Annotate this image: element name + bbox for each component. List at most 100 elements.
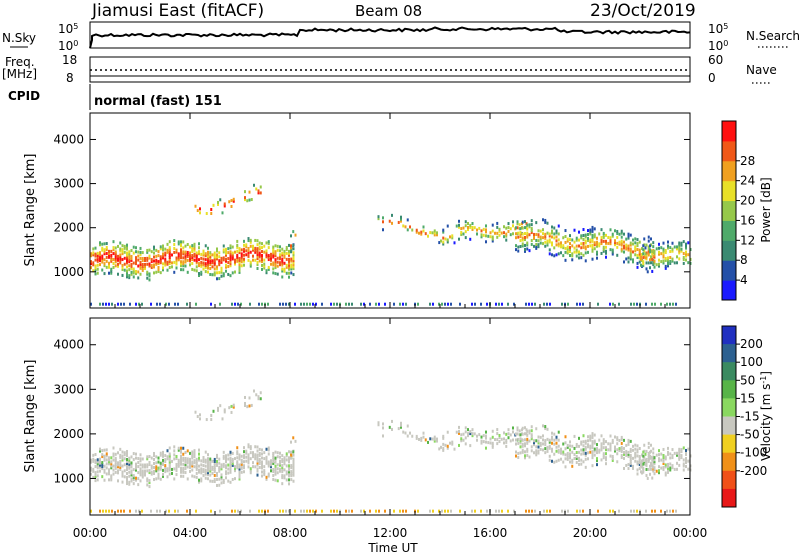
power-cell xyxy=(232,199,235,203)
power-cell xyxy=(409,225,411,229)
power-cell xyxy=(478,226,481,230)
velocity-cell xyxy=(548,438,551,442)
colorbar-tick-label: -15 xyxy=(740,410,760,424)
power-cell xyxy=(175,250,178,254)
power-cell xyxy=(676,247,678,251)
velocity-cell xyxy=(647,445,650,449)
velocity-cell xyxy=(247,461,250,465)
freq-label-line2: [MHz] xyxy=(2,67,37,81)
power-cell xyxy=(247,252,250,256)
power-cell xyxy=(157,265,160,269)
velocity-cell xyxy=(139,473,142,477)
velocity-cell xyxy=(189,465,191,469)
power-cell xyxy=(157,269,160,273)
velocity-cell xyxy=(369,509,371,513)
velocity-cell xyxy=(211,471,214,475)
velocity-cell xyxy=(658,453,660,457)
power-cell xyxy=(184,252,187,256)
velocity-cell xyxy=(647,453,650,457)
velocity-cell xyxy=(584,451,587,455)
velocity-cell xyxy=(584,457,587,461)
velocity-cell xyxy=(501,509,503,513)
power-cell xyxy=(555,235,558,239)
power-cell xyxy=(609,240,612,244)
power-cell xyxy=(128,250,131,254)
velocity-cell xyxy=(114,456,117,460)
power-cell xyxy=(108,261,110,265)
velocity-cell xyxy=(175,463,178,467)
velocity-cell xyxy=(123,469,126,473)
velocity-cell xyxy=(292,479,295,483)
power-cell xyxy=(283,267,286,271)
power-cell xyxy=(616,235,619,239)
velocity-cell xyxy=(575,442,578,446)
velocity-cell xyxy=(646,476,649,480)
velocity-cell xyxy=(105,454,108,458)
power-cell xyxy=(285,263,288,267)
velocity-cell xyxy=(662,466,665,470)
velocity-data-cells xyxy=(90,389,692,513)
velocity-cell xyxy=(159,477,162,481)
velocity-cell xyxy=(634,455,637,459)
power-cell xyxy=(105,246,108,250)
power-cell xyxy=(182,240,185,244)
power-cell xyxy=(630,302,632,306)
power-cell xyxy=(186,270,189,274)
power-cell xyxy=(162,248,164,252)
velocity-cell xyxy=(168,472,171,476)
velocity-cell xyxy=(438,447,441,451)
velocity-cell xyxy=(189,461,191,465)
power-cell xyxy=(664,250,667,254)
power-cell xyxy=(464,230,467,234)
power-cell xyxy=(569,242,571,246)
power-cell xyxy=(180,242,182,246)
velocity-cell xyxy=(391,419,393,423)
velocity-cell xyxy=(162,452,164,456)
velocity-cell xyxy=(225,456,227,460)
power-cell xyxy=(546,243,549,247)
power-cell xyxy=(132,251,135,255)
power-cell xyxy=(238,262,241,266)
power-cell xyxy=(209,253,212,257)
power-cell xyxy=(270,252,272,256)
power-cell xyxy=(128,256,131,260)
velocity-cell xyxy=(144,469,146,473)
velocity-cell xyxy=(96,478,99,482)
velocity-cell xyxy=(530,445,533,449)
velocity-cell xyxy=(157,476,160,480)
velocity-cell xyxy=(593,453,596,457)
velocity-cell xyxy=(471,428,474,432)
velocity-cell xyxy=(638,446,641,450)
power-cell xyxy=(629,247,632,251)
power-cell xyxy=(128,268,131,272)
velocity-cell xyxy=(94,475,97,479)
velocity-cell xyxy=(467,434,469,438)
power-cell xyxy=(240,248,243,252)
power-cell xyxy=(227,257,230,261)
power-cell xyxy=(191,267,194,271)
velocity-cell xyxy=(90,468,92,472)
velocity-cell xyxy=(687,467,690,471)
velocity-cell xyxy=(231,451,234,455)
velocity-cell xyxy=(222,456,225,460)
power-cell xyxy=(660,260,663,264)
velocity-cell xyxy=(636,468,639,472)
power-cell xyxy=(153,259,155,263)
velocity-cell xyxy=(121,456,124,460)
velocity-cell xyxy=(243,470,245,474)
velocity-cell xyxy=(589,434,592,438)
power-cell xyxy=(247,254,250,258)
velocity-cell xyxy=(180,474,182,478)
power-cell xyxy=(212,203,215,207)
power-cell xyxy=(625,245,628,249)
velocity-cell xyxy=(270,463,272,467)
power-cell xyxy=(393,302,395,306)
velocity-cell xyxy=(135,464,137,468)
velocity-cell xyxy=(209,461,212,465)
velocity-cell xyxy=(216,483,218,487)
power-cell xyxy=(669,255,672,259)
velocity-cell xyxy=(290,472,293,476)
velocity-cell xyxy=(110,460,113,464)
power-cell xyxy=(168,256,171,260)
velocity-cell xyxy=(609,446,612,450)
